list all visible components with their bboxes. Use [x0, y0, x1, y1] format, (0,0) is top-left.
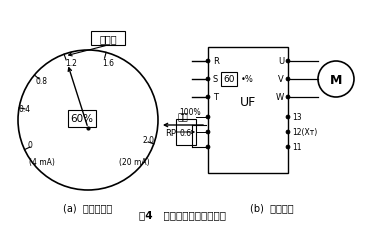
Circle shape [206, 145, 210, 149]
Circle shape [206, 130, 210, 134]
Text: •%: •% [241, 75, 254, 84]
Text: U: U [278, 57, 284, 66]
Text: 对应: 对应 [178, 113, 188, 122]
Text: 13: 13 [292, 113, 302, 122]
Text: 60%: 60% [71, 113, 93, 124]
Circle shape [206, 78, 210, 82]
Circle shape [286, 145, 290, 149]
Text: (20 mA): (20 mA) [119, 158, 149, 167]
Text: 12(Xᴛ): 12(Xᴛ) [292, 128, 317, 137]
Text: 11: 11 [292, 143, 302, 152]
Text: RP: RP [165, 128, 176, 137]
Circle shape [286, 115, 290, 119]
Text: 0.4: 0.4 [19, 104, 31, 113]
Circle shape [206, 60, 210, 64]
Text: S: S [213, 75, 218, 84]
Text: V: V [278, 75, 284, 84]
Text: 图4   目标信号的确定（一）: 图4 目标信号的确定（一） [139, 209, 227, 219]
Text: 100%: 100% [179, 108, 201, 117]
Text: 目标值: 目标值 [99, 34, 117, 44]
Text: 0: 0 [28, 141, 33, 149]
Bar [91, 32, 125, 46]
Text: 2.0: 2.0 [143, 135, 154, 144]
Circle shape [286, 60, 290, 64]
Text: 0.8: 0.8 [35, 76, 47, 85]
Circle shape [286, 78, 290, 82]
Text: 60: 60 [223, 75, 235, 84]
Bar [68, 110, 96, 127]
Text: 1.2: 1.2 [65, 59, 77, 68]
Text: (4 mA): (4 mA) [29, 158, 55, 167]
Circle shape [206, 115, 210, 119]
Bar [208, 48, 288, 173]
Text: 0.6: 0.6 [180, 128, 192, 137]
Circle shape [206, 96, 210, 99]
Bar [221, 73, 237, 87]
Text: (b)  目标信号: (b) 目标信号 [250, 202, 294, 212]
Text: W: W [276, 93, 284, 102]
Text: (a)  压力传感器: (a) 压力传感器 [63, 202, 113, 212]
Bar [176, 119, 196, 145]
Text: R: R [213, 57, 219, 66]
Text: UF: UF [240, 96, 256, 109]
Circle shape [286, 96, 290, 99]
Text: M: M [330, 73, 342, 86]
Circle shape [286, 130, 290, 134]
Text: T: T [213, 93, 218, 102]
Text: 1.6: 1.6 [102, 59, 115, 68]
